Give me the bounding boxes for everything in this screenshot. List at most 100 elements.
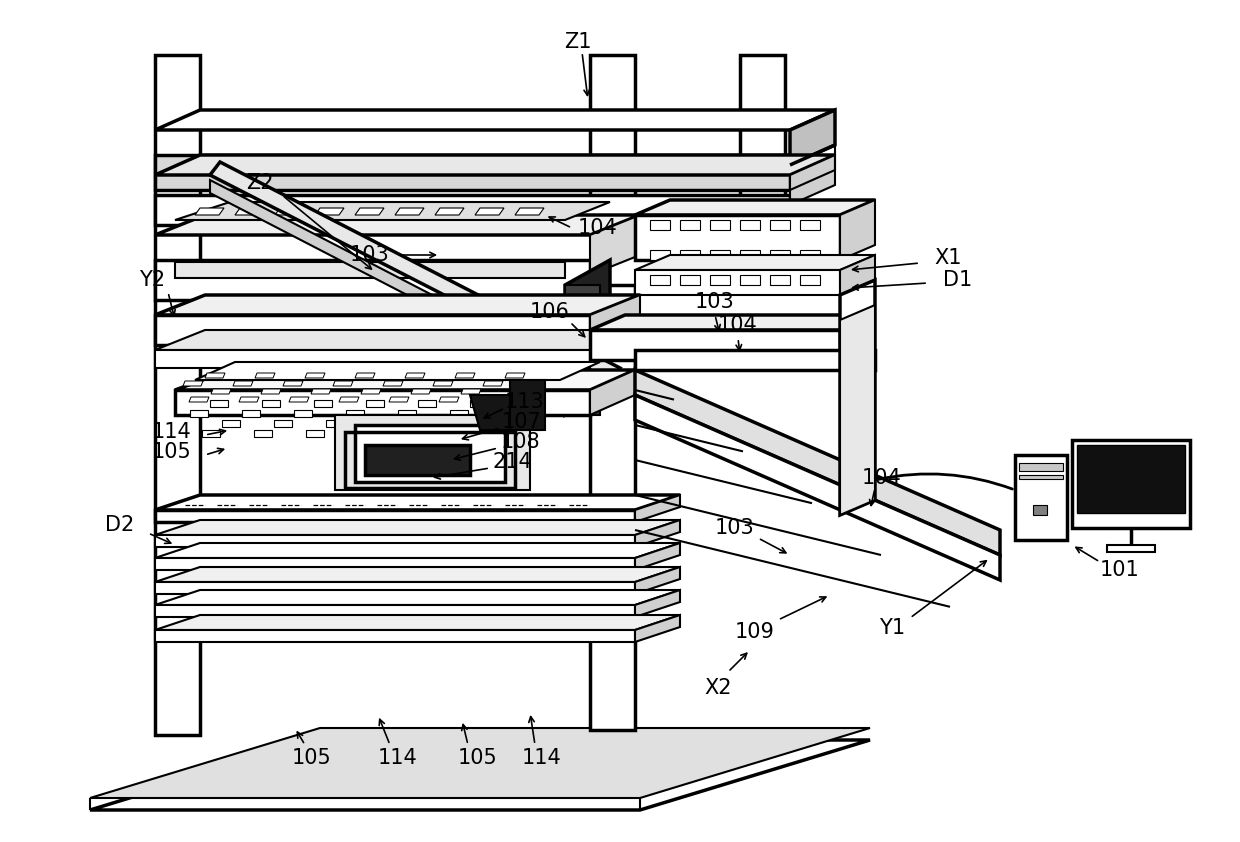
Polygon shape [210, 180, 610, 400]
Bar [590, 285, 635, 730]
Text: Y1: Y1 [879, 618, 905, 638]
Polygon shape [315, 208, 343, 215]
Polygon shape [470, 395, 539, 430]
Text: 108: 108 [500, 432, 539, 452]
Polygon shape [565, 285, 600, 415]
Polygon shape [635, 495, 680, 522]
Bar [1073, 440, 1190, 528]
Polygon shape [470, 400, 489, 407]
Polygon shape [155, 567, 680, 582]
Polygon shape [433, 381, 453, 386]
Polygon shape [188, 397, 210, 402]
Polygon shape [260, 389, 281, 394]
Polygon shape [262, 400, 280, 407]
Text: 214: 214 [492, 452, 532, 472]
Polygon shape [283, 381, 303, 386]
Bar [740, 55, 785, 235]
Polygon shape [275, 208, 304, 215]
Bar [1019, 475, 1063, 479]
Text: 113: 113 [505, 392, 544, 412]
Polygon shape [155, 330, 640, 350]
Text: 104: 104 [862, 468, 901, 488]
Bar [155, 55, 200, 735]
Polygon shape [355, 373, 374, 378]
Polygon shape [155, 543, 680, 558]
Polygon shape [335, 415, 529, 490]
Polygon shape [635, 215, 839, 260]
Polygon shape [800, 250, 820, 260]
Text: D2: D2 [105, 515, 135, 535]
Polygon shape [410, 430, 428, 437]
Polygon shape [355, 425, 505, 482]
Polygon shape [484, 381, 503, 386]
Polygon shape [175, 390, 590, 415]
Polygon shape [590, 370, 635, 415]
Polygon shape [770, 220, 790, 230]
Text: 106: 106 [529, 302, 570, 322]
Polygon shape [211, 389, 231, 394]
Polygon shape [305, 373, 325, 378]
Polygon shape [711, 220, 730, 230]
Polygon shape [175, 202, 610, 220]
Polygon shape [155, 510, 635, 522]
Polygon shape [505, 373, 525, 378]
Polygon shape [398, 410, 415, 417]
Polygon shape [239, 397, 259, 402]
Text: X1: X1 [934, 248, 962, 268]
Polygon shape [650, 275, 670, 285]
Polygon shape [475, 208, 503, 215]
Polygon shape [190, 410, 208, 417]
Polygon shape [650, 220, 670, 230]
Polygon shape [680, 275, 701, 285]
Text: 103: 103 [350, 245, 389, 265]
Bar [590, 55, 635, 235]
Polygon shape [155, 195, 790, 225]
Polygon shape [326, 420, 343, 427]
Polygon shape [155, 605, 635, 617]
Polygon shape [175, 262, 565, 278]
Polygon shape [800, 275, 820, 285]
Polygon shape [405, 373, 425, 378]
Polygon shape [635, 590, 680, 617]
Text: Z1: Z1 [564, 32, 591, 52]
Polygon shape [155, 535, 635, 547]
Polygon shape [740, 220, 760, 230]
Polygon shape [635, 255, 875, 270]
Polygon shape [635, 520, 680, 547]
Polygon shape [155, 615, 680, 630]
Polygon shape [155, 590, 680, 605]
Text: 105: 105 [458, 748, 498, 768]
Polygon shape [155, 215, 640, 235]
Polygon shape [210, 400, 228, 407]
Polygon shape [839, 305, 875, 515]
Polygon shape [294, 410, 312, 417]
Polygon shape [195, 208, 224, 215]
Polygon shape [800, 220, 820, 230]
Polygon shape [355, 208, 384, 215]
Polygon shape [334, 381, 353, 386]
Polygon shape [590, 295, 640, 345]
Polygon shape [635, 395, 999, 580]
Polygon shape [461, 389, 481, 394]
Text: X2: X2 [704, 678, 732, 698]
Polygon shape [155, 350, 590, 368]
Polygon shape [635, 567, 680, 594]
Text: Z2: Z2 [247, 173, 274, 193]
Polygon shape [740, 275, 760, 285]
Polygon shape [590, 315, 875, 330]
Polygon shape [770, 250, 790, 260]
Polygon shape [450, 410, 467, 417]
Polygon shape [711, 275, 730, 285]
Text: 114: 114 [522, 748, 562, 768]
Bar [1033, 505, 1047, 515]
Polygon shape [510, 380, 546, 430]
Polygon shape [635, 270, 839, 295]
Polygon shape [396, 208, 424, 215]
Text: 104: 104 [718, 315, 758, 335]
Text: 101: 101 [1100, 560, 1140, 580]
Polygon shape [418, 400, 436, 407]
Polygon shape [346, 410, 365, 417]
Bar [1078, 445, 1185, 513]
Polygon shape [155, 495, 680, 510]
Text: Y2: Y2 [139, 270, 165, 290]
